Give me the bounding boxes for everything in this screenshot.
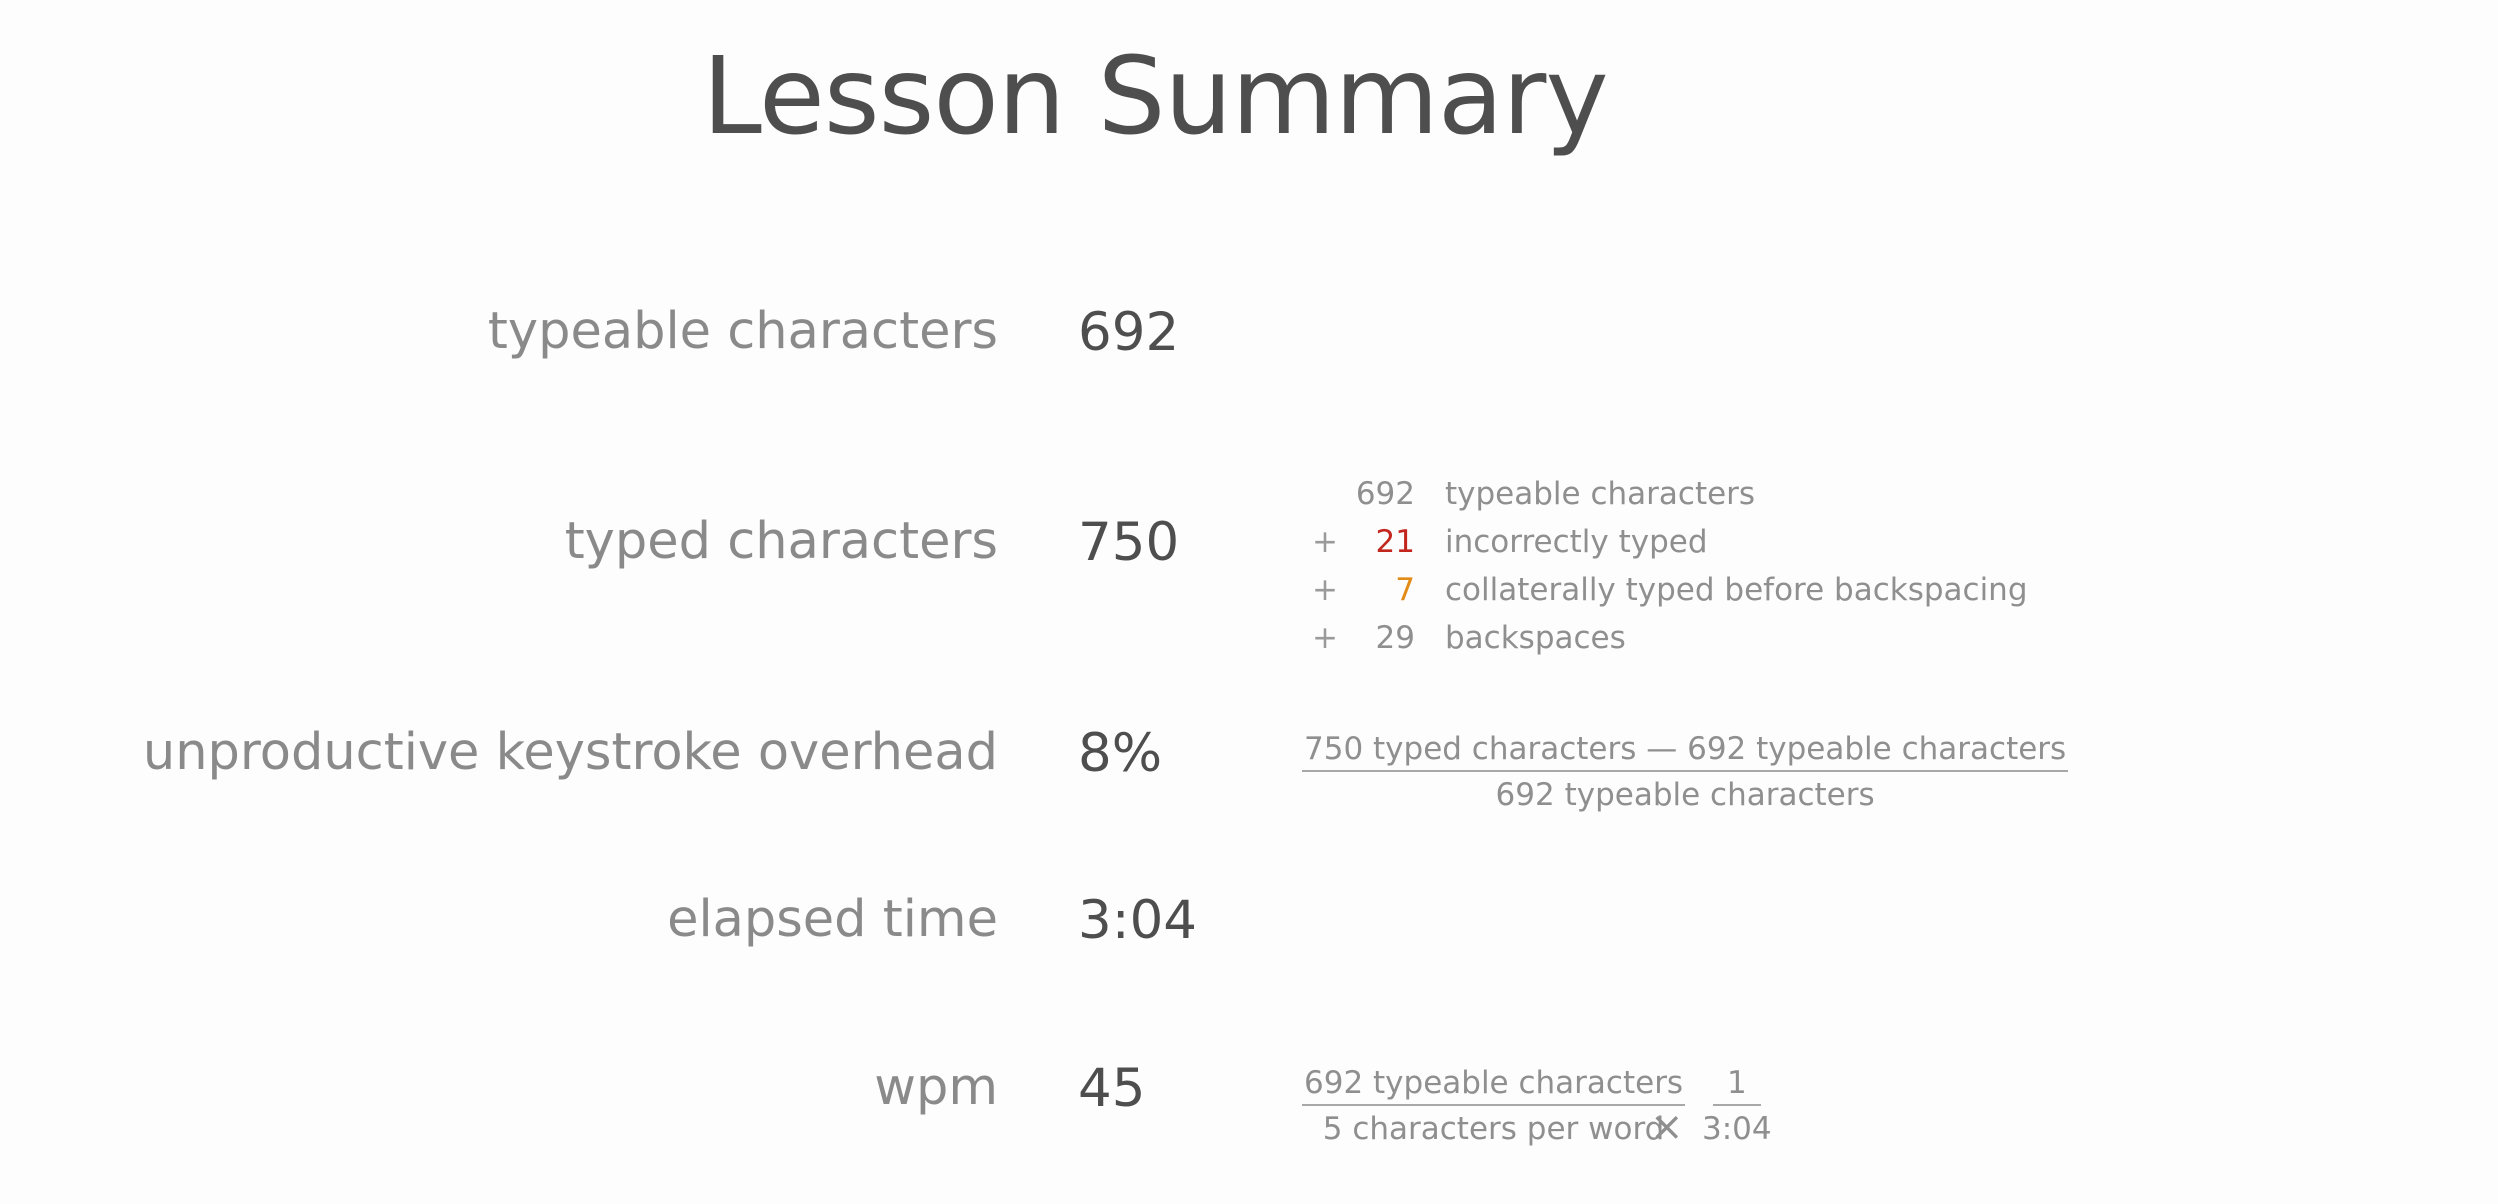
- typed-characters-value: 750: [1078, 512, 1180, 573]
- breakdown-description: collaterally typed before backspacing: [1445, 572, 2028, 608]
- overhead-formula: 750 typed characters — 692 typeable char…: [1302, 732, 2069, 814]
- breakdown-description: typeable characters: [1445, 476, 1756, 512]
- multiply-icon: ×: [1650, 1104, 1684, 1150]
- overhead-formula-denominator: 692 typeable characters: [1495, 777, 1875, 814]
- typed-characters-label: typed characters: [564, 512, 998, 571]
- backspaces-number: 29: [1375, 620, 1415, 656]
- typeable-characters-label: typeable characters: [487, 302, 998, 361]
- wpm-value: 45: [1078, 1058, 1146, 1119]
- wpm-formula-fraction-2: 1 3:04: [1702, 1066, 1772, 1146]
- wpm-formula-fraction-1-numerator: 692 typeable characters: [1302, 1066, 1686, 1107]
- breakdown-description: backspaces: [1445, 620, 1626, 656]
- breakdown-description: incorrectly typed: [1445, 524, 1708, 560]
- typeable-characters-value: 692: [1078, 302, 1180, 363]
- overhead-value: 8%: [1078, 723, 1163, 784]
- breakdown-number: 692: [1355, 476, 1415, 512]
- wpm-label: wpm: [874, 1058, 998, 1117]
- elapsed-time-label: elapsed time: [667, 890, 998, 949]
- incorrectly-typed-number: 21: [1375, 524, 1415, 560]
- wpm-formula-fraction-2-denominator: 3:04: [1702, 1111, 1772, 1148]
- elapsed-time-value: 3:04: [1078, 890, 1198, 951]
- collaterally-typed-number: 7: [1395, 572, 1415, 608]
- wpm-formula-fraction-2-numerator: 1: [1712, 1066, 1761, 1107]
- overhead-label: unproductive keystroke overhead: [142, 723, 998, 782]
- overhead-formula-numerator: 750 typed characters — 692 typeable char…: [1302, 732, 2069, 773]
- wpm-formula-fraction-1: 692 typeable characters 5 characters per…: [1302, 1066, 1686, 1148]
- wpm-formula-fraction-1-denominator: 5 characters per word: [1322, 1111, 1665, 1148]
- page-title: Lesson Summary: [702, 35, 1608, 159]
